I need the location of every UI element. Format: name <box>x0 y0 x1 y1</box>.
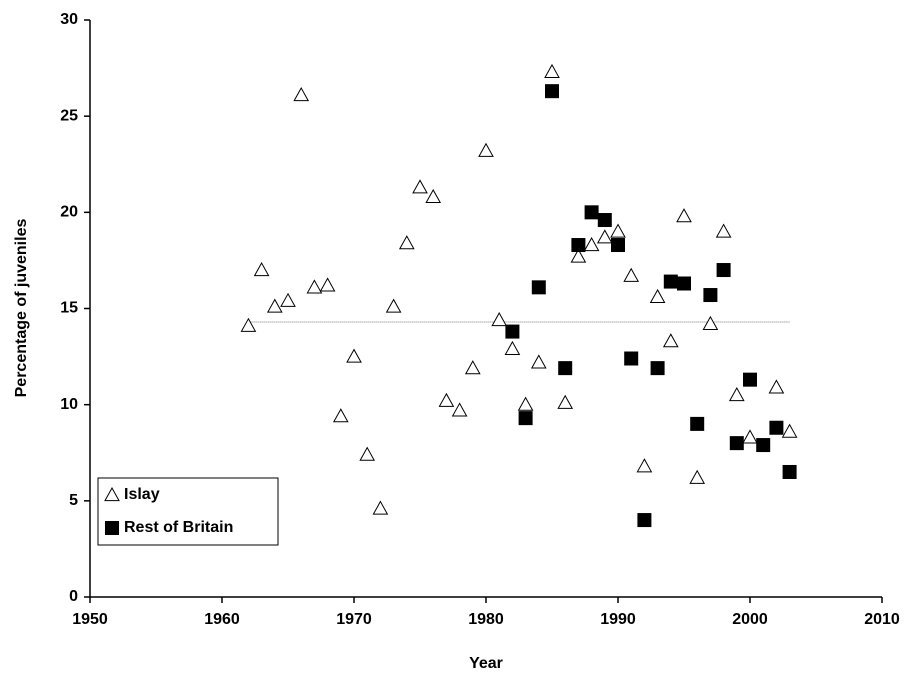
triangle-marker <box>372 500 389 515</box>
square-marker <box>769 420 784 435</box>
triangle-marker <box>715 223 732 238</box>
square-marker <box>531 280 546 295</box>
triangle-marker <box>742 429 758 444</box>
triangle-marker <box>728 387 745 402</box>
square-marker <box>690 416 705 431</box>
triangle-marker <box>781 423 798 438</box>
x-tick-label: 1960 <box>204 611 240 628</box>
x-tick-label: 1980 <box>468 611 504 628</box>
x-axis-label: Year <box>469 655 503 672</box>
y-tick-label: 15 <box>60 300 78 317</box>
y-tick-label: 10 <box>60 396 78 413</box>
square-marker <box>518 411 533 426</box>
triangle-marker <box>491 312 508 327</box>
triangle-marker <box>412 179 428 194</box>
triangle-marker <box>398 235 415 250</box>
triangle-marker <box>346 348 362 363</box>
triangle-marker <box>385 298 402 313</box>
x-tick-label: 2000 <box>732 611 768 628</box>
triangle-marker <box>623 267 640 282</box>
y-axis-label: Percentage of juveniles <box>13 219 30 398</box>
triangle-marker <box>359 446 376 461</box>
triangle-marker <box>596 229 613 244</box>
square-marker <box>597 213 612 228</box>
triangle-marker <box>517 396 534 411</box>
x-tick-label: 1950 <box>72 611 108 628</box>
legend-label: Islay <box>124 486 160 503</box>
triangle-marker <box>280 292 296 307</box>
triangle-marker <box>293 86 310 102</box>
x-tick-label: 2010 <box>864 611 900 628</box>
triangle-marker <box>438 392 455 407</box>
square-marker <box>743 372 757 387</box>
triangle-marker <box>570 248 587 263</box>
y-tick-label: 0 <box>69 588 78 605</box>
legend-marker <box>105 521 119 535</box>
triangle-marker <box>332 408 349 423</box>
square-marker <box>558 361 573 376</box>
triangle-marker <box>266 298 283 313</box>
square-marker <box>545 84 559 99</box>
square-marker <box>663 274 678 289</box>
square-marker <box>505 324 520 339</box>
x-tick-label: 1990 <box>600 611 636 628</box>
triangle-marker <box>464 360 481 375</box>
y-tick-label: 30 <box>60 11 78 28</box>
square-marker <box>716 263 731 278</box>
legend-label: Rest of Britain <box>124 519 233 536</box>
triangle-marker <box>544 63 560 79</box>
triangle-marker <box>702 315 719 330</box>
y-tick-label: 20 <box>60 204 78 221</box>
triangle-marker <box>676 208 692 223</box>
square-marker <box>703 288 718 303</box>
square-marker <box>650 361 665 376</box>
square-marker <box>611 238 625 253</box>
square-marker <box>584 205 599 220</box>
square-marker <box>624 351 639 366</box>
triangle-marker <box>451 402 468 417</box>
legend-box <box>97 477 279 546</box>
y-tick-label: 5 <box>69 492 78 509</box>
square-marker <box>782 464 797 479</box>
triangle-marker <box>253 262 270 277</box>
triangle-marker <box>478 142 494 157</box>
triangle-marker <box>504 340 521 355</box>
triangle-marker <box>319 277 336 292</box>
triangle-marker <box>768 379 785 394</box>
square-marker <box>756 438 771 453</box>
triangle-marker <box>662 333 679 348</box>
triangle-marker <box>583 237 600 252</box>
triangle-marker <box>557 394 574 409</box>
square-marker <box>729 436 744 451</box>
triangle-marker <box>636 458 653 473</box>
triangle-marker <box>649 288 666 304</box>
square-marker <box>571 238 586 253</box>
legend-marker <box>104 486 120 502</box>
triangle-marker <box>530 354 547 369</box>
x-tick-label: 1970 <box>336 611 372 628</box>
square-marker <box>677 276 691 291</box>
y-tick-label: 25 <box>60 107 78 124</box>
triangle-marker <box>689 469 706 484</box>
triangle-marker <box>610 223 626 238</box>
triangle-marker <box>240 317 257 332</box>
triangle-marker <box>306 279 323 294</box>
square-marker <box>637 513 652 528</box>
triangle-marker <box>425 188 442 204</box>
